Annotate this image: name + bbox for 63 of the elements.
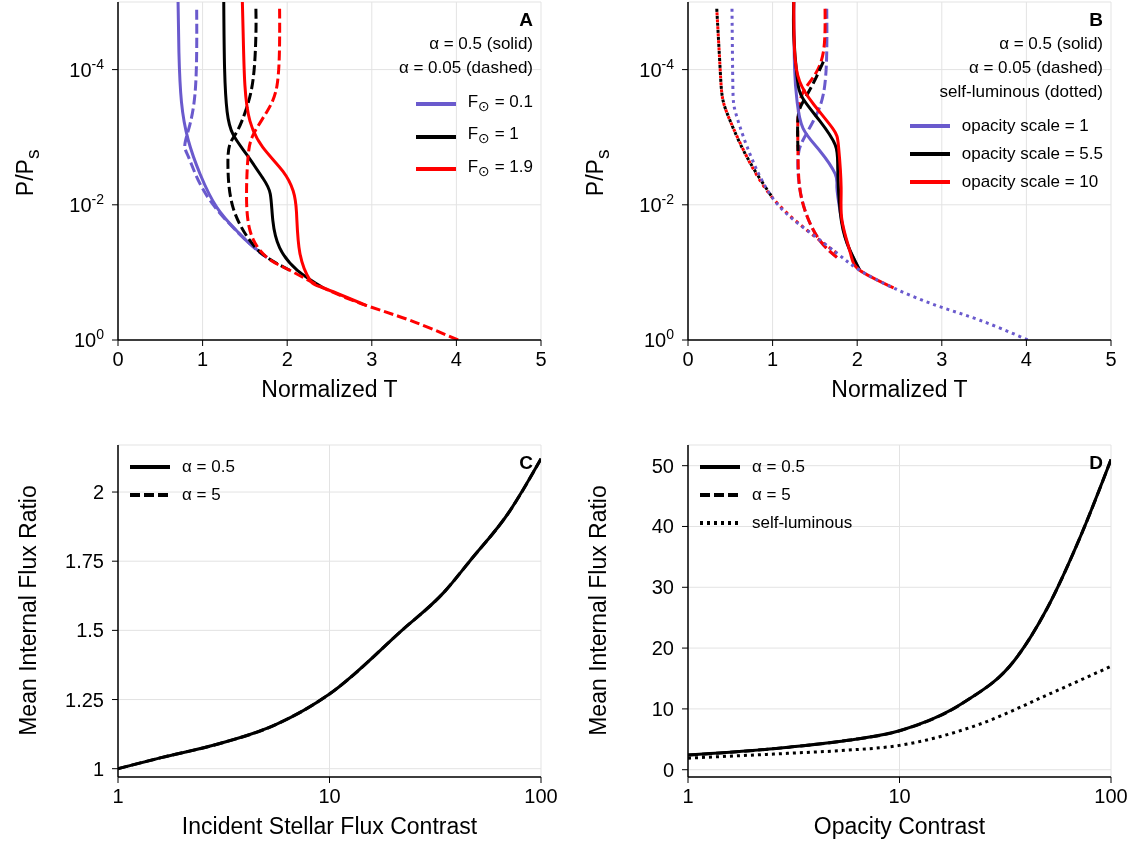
x-tick-label: 1 xyxy=(682,785,694,807)
x-tick-label: 2 xyxy=(281,348,293,370)
annotation: α = 0.5 (solid) xyxy=(999,33,1103,55)
y-tick-label: 10$^{-4}$ xyxy=(69,55,105,81)
x-tick-label: 4 xyxy=(450,348,462,370)
y-tick-label: 10$^{0}$ xyxy=(643,326,675,351)
annotation: self-luminous (dotted) xyxy=(939,81,1103,103)
y-tick-label: 2 xyxy=(92,481,104,504)
annotation: B xyxy=(1089,8,1103,32)
legend-label: α = 0.5 xyxy=(752,456,805,478)
legend-label: α = 5 xyxy=(752,484,791,506)
line-series xyxy=(792,2,896,290)
annotation: D xyxy=(1089,451,1103,475)
x-tick-label: 5 xyxy=(535,348,547,370)
x-tick-label: 1 xyxy=(767,348,779,370)
y-tick-label: 10$^{0}$ xyxy=(73,326,105,351)
x-axis-title: Normalized T xyxy=(830,376,969,403)
x-tick-label: 10 xyxy=(318,785,341,807)
legend-label: α = 0.5 xyxy=(182,456,235,478)
x-tick-label: 100 xyxy=(524,785,558,807)
x-tick-label: 4 xyxy=(1020,348,1032,370)
x-axis-title: Incident Stellar Flux Contrast xyxy=(180,813,479,840)
x-tick-label: 100 xyxy=(1094,785,1128,807)
y-tick-label: 10 xyxy=(651,697,674,720)
legend-label: opacity scale = 10 xyxy=(961,171,1099,193)
x-tick-label: 3 xyxy=(936,348,948,370)
y-tick-label: 20 xyxy=(651,637,674,660)
legend-label: F$_{⊙}$ = 0.1 xyxy=(467,91,533,117)
annotation: C xyxy=(519,451,533,475)
y-tick-label: 50 xyxy=(651,454,674,477)
x-tick-label: 3 xyxy=(366,348,378,370)
y-tick-label: 30 xyxy=(651,576,674,599)
x-tick-label: 10 xyxy=(888,785,911,807)
legend-label: self-luminous xyxy=(752,512,853,534)
y-tick-label: 10$^{-2}$ xyxy=(69,190,105,216)
annotation: α = 0.05 (dashed) xyxy=(968,57,1103,79)
y-tick-label: 40 xyxy=(651,515,674,538)
y-tick-label: 1.5 xyxy=(76,619,104,642)
x-axis-title: Opacity Contrast xyxy=(812,813,987,840)
annotation: A xyxy=(519,8,533,32)
legend-label: opacity scale = 5.5 xyxy=(961,143,1103,165)
x-tick-label: 0 xyxy=(112,348,124,370)
legend-label: α = 5 xyxy=(182,484,221,506)
y-tick-label: 1.75 xyxy=(65,550,104,573)
x-tick-label: 0 xyxy=(682,348,694,370)
y-axis-title: Mean Internal Flux Ratio xyxy=(14,484,42,738)
legend-label: opacity scale = 1 xyxy=(961,115,1089,137)
y-tick-label: 1 xyxy=(92,757,104,780)
annotation: α = 0.5 (solid) xyxy=(429,33,533,55)
y-tick-label: 0 xyxy=(662,758,674,781)
y-tick-label: 1.25 xyxy=(65,688,104,711)
x-tick-label: 1 xyxy=(112,785,124,807)
y-tick-label: 10$^{-4}$ xyxy=(639,55,675,81)
x-tick-label: 5 xyxy=(1105,348,1117,370)
y-axis-title: Mean Internal Flux Ratio xyxy=(584,484,612,738)
annotation: α = 0.05 (dashed) xyxy=(398,57,533,79)
x-tick-label: 1 xyxy=(197,348,209,370)
y-tick-label: 10$^{-2}$ xyxy=(639,190,675,216)
x-tick-label: 2 xyxy=(851,348,863,370)
legend-label: F$_{⊙}$ = 1 xyxy=(467,123,519,149)
legend-label: F$_{⊙}$ = 1.9 xyxy=(467,155,533,182)
line-series xyxy=(796,60,825,153)
x-axis-title: Normalized T xyxy=(260,376,399,403)
